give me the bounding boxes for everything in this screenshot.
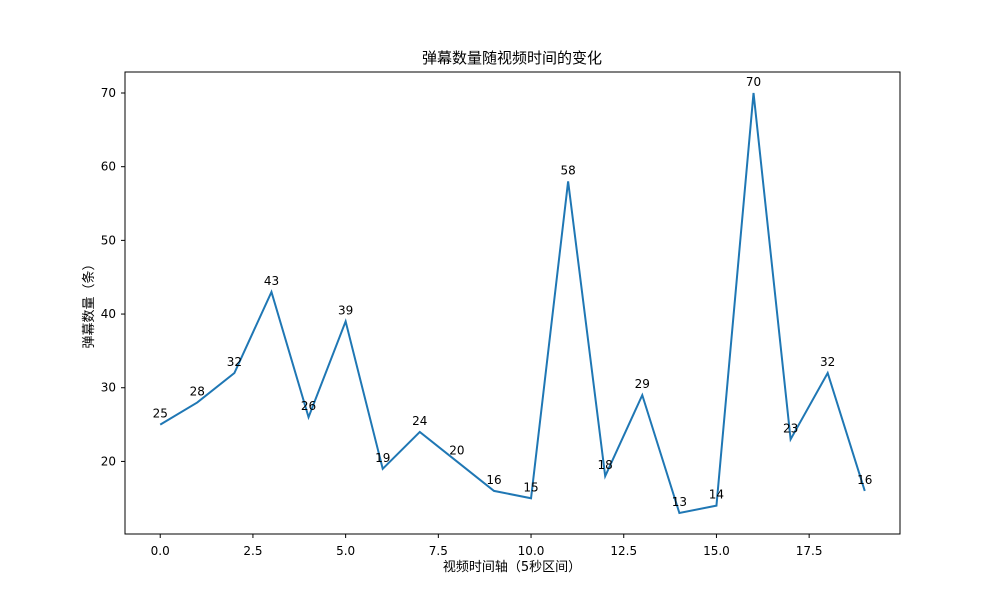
data-label: 16	[486, 473, 501, 487]
data-label: 26	[301, 399, 316, 413]
y-axis-title: 弹幕数量（条）	[81, 257, 97, 348]
y-tick-label: 70	[101, 86, 116, 100]
y-tick-label: 60	[101, 160, 116, 174]
data-label: 32	[820, 355, 835, 369]
x-tick-label: 17.5	[796, 544, 823, 558]
x-tick-label: 5.0	[336, 544, 355, 558]
data-labels: 25 28 32 43 26 39 19 24 20 16 15 58 18 29 13 14 70 23 32 16	[153, 75, 873, 509]
data-label: 24	[412, 414, 427, 428]
data-label: 28	[190, 384, 205, 398]
y-tick-label: 50	[101, 233, 116, 247]
x-axis-title: 视频时间轴（5秒区间）	[443, 560, 581, 575]
data-label: 20	[449, 443, 464, 457]
data-label: 39	[338, 303, 353, 317]
data-label: 14	[709, 488, 724, 502]
plot-area	[124, 71, 901, 535]
x-tick-label: 12.5	[610, 544, 637, 558]
x-tick-label: 10.0	[518, 544, 545, 558]
x-axis: 0.0 2.5 5.0 7.5 10.0 12.5 15.0 17.5	[151, 534, 823, 558]
x-tick-label: 7.5	[429, 544, 448, 558]
data-label: 13	[672, 495, 687, 509]
data-label: 58	[560, 163, 575, 177]
x-tick-label: 15.0	[703, 544, 730, 558]
y-tick-label: 40	[101, 307, 116, 321]
data-label: 18	[598, 458, 613, 472]
series-line	[159, 92, 866, 515]
data-label: 19	[375, 451, 390, 465]
data-label: 29	[635, 377, 650, 391]
y-axis: 20 30 40 50 60 70	[101, 86, 125, 468]
x-tick-label: 2.5	[243, 544, 262, 558]
data-label: 15	[523, 480, 538, 494]
y-tick-label: 20	[101, 454, 116, 468]
data-label: 16	[857, 473, 872, 487]
data-label: 70	[746, 75, 761, 89]
series-layer	[159, 92, 866, 515]
data-label: 25	[153, 407, 168, 421]
data-label: 43	[264, 274, 279, 288]
x-tick-label: 0.0	[151, 544, 170, 558]
plot-frame	[124, 71, 901, 535]
y-tick-label: 30	[101, 381, 116, 395]
data-label: 32	[227, 355, 242, 369]
data-label: 23	[783, 421, 798, 435]
chart-title: 弹幕数量随视频时间的变化	[422, 49, 602, 67]
